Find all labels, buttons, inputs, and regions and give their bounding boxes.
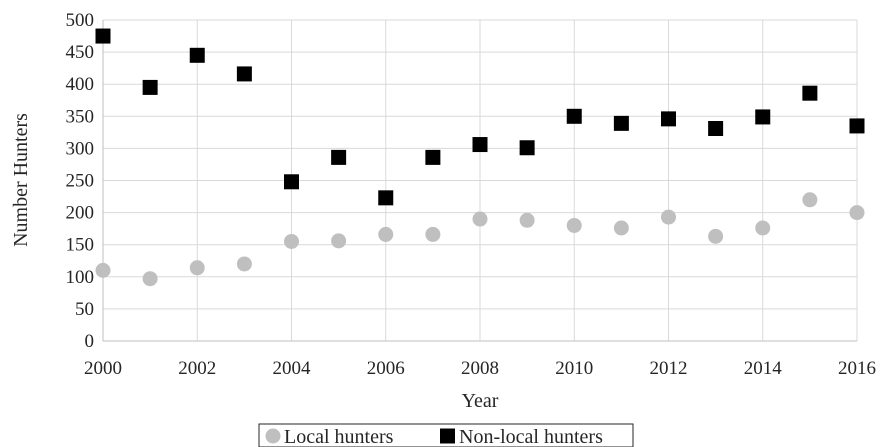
y-tick-label: 200 (66, 203, 95, 224)
y-tick-labels: 0 50 100 150 200 250 300 350 400 450 500 (66, 10, 95, 352)
x-tick-label: 2008 (461, 358, 499, 379)
legend-label-local-hunters: Local hunters (284, 426, 394, 447)
x-tick-label: 2002 (178, 358, 216, 379)
local-hunters-point (613, 220, 629, 236)
x-tick-label: 2012 (650, 358, 688, 379)
y-tick-label: 100 (66, 267, 95, 288)
legend-items: Local hunters Non-local hunters (265, 426, 603, 447)
x-tick-label: 2000 (84, 358, 122, 379)
local-hunters-point (849, 205, 865, 221)
non-local-hunters-point (472, 137, 488, 153)
y-axis-title: Number Hunters (10, 113, 32, 247)
non-local-hunters-point (849, 118, 865, 134)
local-hunters-point (425, 226, 441, 242)
local-hunters-point (284, 233, 299, 249)
y-tick-label: 500 (66, 10, 95, 31)
x-tick-labels: 2000 2002 2004 2006 2008 2010 2012 2014 2016 (84, 358, 876, 379)
y-tick-label: 250 (66, 171, 95, 192)
non-local-hunters-point (189, 47, 205, 63)
x-tick-label: 2010 (555, 358, 593, 379)
non-local-hunters-point (802, 85, 818, 101)
y-tick-label: 400 (66, 74, 95, 95)
local-hunters-point (142, 271, 158, 287)
y-tick-label: 150 (66, 235, 95, 256)
legend-label-non-local-hunters: Non-local hunters (459, 426, 603, 447)
local-hunters-point (331, 233, 347, 249)
x-tick-label: 2006 (367, 358, 405, 379)
legend: Local hunters Non-local hunters (258, 423, 634, 447)
y-tick-label: 0 (85, 331, 95, 352)
series-1 (95, 192, 865, 287)
x-axis-title: Year (462, 390, 499, 412)
non-local-hunters-point (284, 174, 299, 190)
non-local-hunters-point (378, 190, 394, 206)
x-tick-label: 2014 (744, 358, 783, 379)
non-local-hunters-point (519, 140, 535, 156)
local-hunters-point (802, 192, 818, 208)
axes (102, 20, 857, 342)
gridlines (102, 19, 858, 341)
series-2 (95, 28, 865, 206)
local-hunters-point (708, 228, 724, 244)
non-local-hunters-point (142, 79, 158, 95)
x-tick-label: 2016 (838, 358, 876, 379)
local-hunters-point (189, 260, 205, 276)
non-local-hunters-point (425, 149, 441, 165)
y-tick-label: 450 (66, 42, 95, 63)
non-local-hunters-point (236, 66, 252, 82)
local-hunters-point (519, 212, 535, 228)
non-local-hunters-point (755, 109, 771, 125)
local-hunters-point (236, 256, 252, 272)
local-hunters-point (566, 217, 582, 233)
local-hunters-point (378, 226, 394, 242)
y-tick-label: 50 (75, 299, 94, 320)
y-tick-label: 350 (66, 106, 95, 127)
x-tick-label: 2004 (273, 358, 312, 379)
local-hunters-point (472, 211, 488, 227)
local-hunters-point (755, 220, 771, 236)
non-local-hunters-point (613, 115, 629, 131)
legend-marker-local-hunters (265, 428, 281, 444)
local-hunters-point (95, 262, 111, 278)
local-hunters-point (661, 209, 676, 225)
data-series (95, 28, 865, 287)
non-local-hunters-point (566, 108, 582, 124)
non-local-hunters-point (661, 111, 676, 127)
non-local-hunters-point (331, 149, 347, 165)
legend-marker-non-local-hunters (440, 428, 455, 444)
non-local-hunters-point (708, 120, 724, 136)
non-local-hunters-point (95, 28, 111, 44)
y-tick-label: 300 (66, 138, 95, 159)
